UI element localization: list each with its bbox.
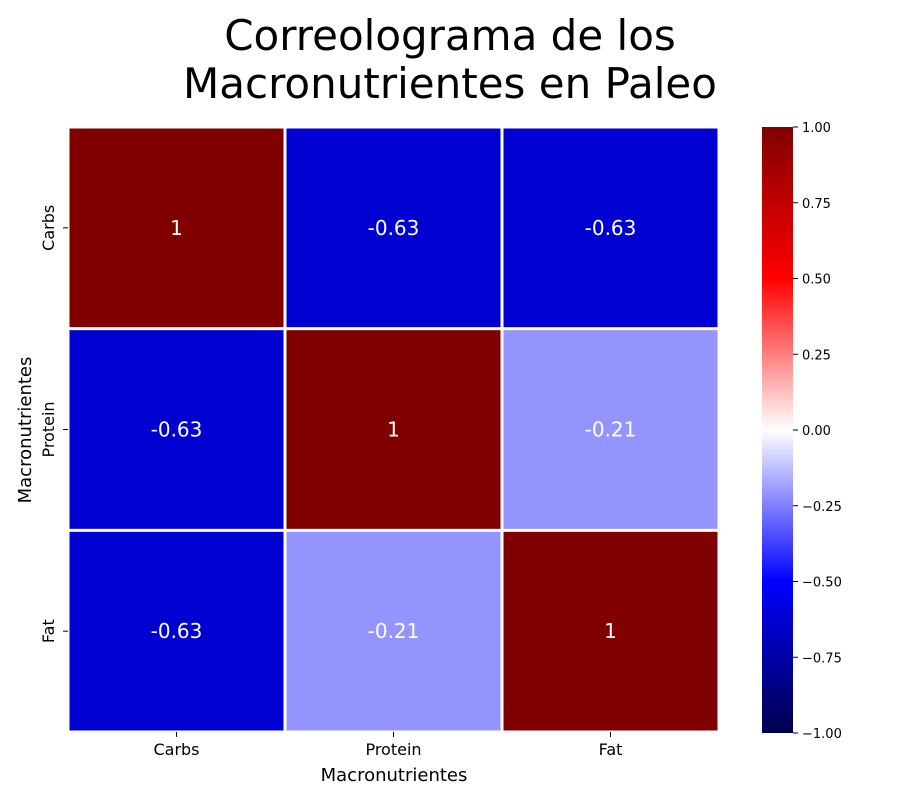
x-tick-label: Protein xyxy=(365,740,421,759)
colorbar-ticks: 1.00 0.75 0.50 0.25 0.00 −0.25 −0.50 −0.75 −1.00 xyxy=(793,121,842,742)
chart-title-line-1: Correolograma de los xyxy=(224,11,676,60)
colorbar-tick-label: 1.00 xyxy=(802,121,831,136)
cell-value-label: 1 xyxy=(387,418,400,442)
heatmap-cell-carbs-protein xyxy=(286,128,501,328)
y-axis-label: Macronutrientes xyxy=(15,357,36,504)
y-tick-label: Fat xyxy=(39,619,58,643)
x-tick-label: Fat xyxy=(599,740,623,759)
cell-value-label: 1 xyxy=(170,216,183,240)
heatmap-cell-protein-carbs xyxy=(69,330,284,529)
cell-value-label: -0.63 xyxy=(585,216,637,240)
y-tick-label: Carbs xyxy=(39,205,58,251)
colorbar-tick-label: 0.50 xyxy=(802,273,831,288)
colorbar: 1.00 0.75 0.50 0.25 0.00 −0.25 −0.50 −0.75 −1.00 xyxy=(762,121,842,742)
colorbar-tick-label: 0.25 xyxy=(802,348,831,363)
y-axis-ticks: Carbs Protein Fat xyxy=(39,205,68,643)
colorbar-tick-label: −0.25 xyxy=(802,500,842,515)
heatmap-cell-fat-fat xyxy=(503,531,718,731)
chart-title-line-2: Macronutrientes en Paleo xyxy=(183,59,717,108)
colorbar-tick-label: 0.00 xyxy=(802,424,831,439)
colorbar-tick-label: −0.50 xyxy=(802,576,842,591)
colorbar-gradient xyxy=(762,127,793,733)
cell-value-label: 1 xyxy=(604,619,617,643)
heatmap-cell-protein-protein xyxy=(286,330,501,529)
cell-value-label: -0.63 xyxy=(151,619,203,643)
cell-value-label: -0.63 xyxy=(368,216,420,240)
colorbar-tick-label: 0.75 xyxy=(802,197,831,212)
heatmap-cells: 1 -0.63 -0.63 -0.63 1 -0.21 -0.63 -0.21 1 xyxy=(69,128,718,731)
x-tick-label: Carbs xyxy=(153,740,199,759)
colorbar-tick-label: −1.00 xyxy=(802,727,842,742)
y-tick-label: Protein xyxy=(39,401,58,457)
x-axis-ticks: Carbs Protein Fat xyxy=(153,732,622,759)
cell-value-label: -0.63 xyxy=(151,418,203,442)
cell-value-label: -0.21 xyxy=(368,619,420,643)
x-axis-label: Macronutrientes xyxy=(321,765,468,786)
heatmap-cell-protein-fat xyxy=(503,330,718,529)
cell-value-label: -0.21 xyxy=(585,418,637,442)
colorbar-tick-label: −0.75 xyxy=(802,651,842,666)
heatmap-cell-fat-protein xyxy=(286,531,501,731)
heatmap-cell-carbs-fat xyxy=(503,128,718,328)
heatmap-cell-carbs-carbs xyxy=(69,128,284,328)
heatmap-cell-fat-carbs xyxy=(69,531,284,731)
